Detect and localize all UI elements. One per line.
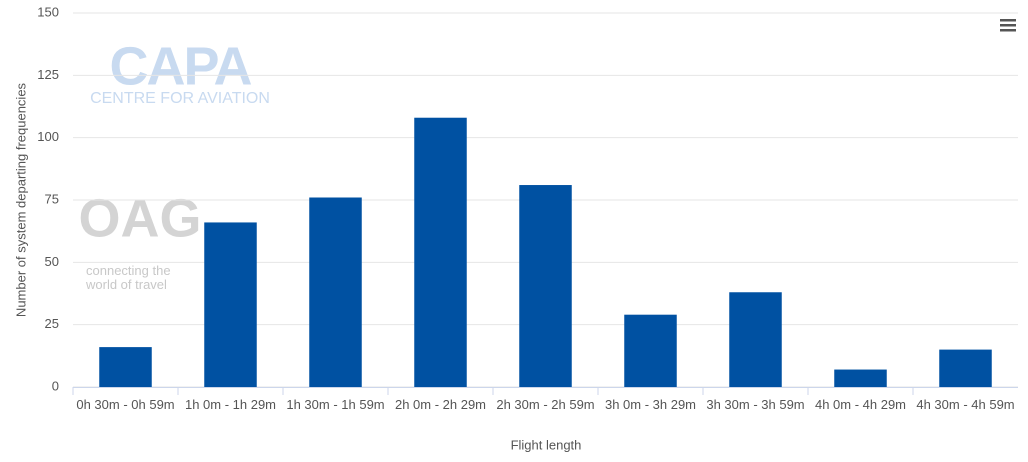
- watermark-capa: CAPA: [109, 36, 251, 96]
- x-tick-label: 2h 30m - 2h 59m: [496, 397, 595, 412]
- y-tick-label: 150: [37, 4, 59, 19]
- bar: [99, 347, 152, 387]
- x-tick-label: 1h 0m - 1h 29m: [184, 397, 277, 412]
- y-tick-label: 25: [45, 316, 59, 331]
- bar: [834, 369, 887, 387]
- x-tick-label: 2h 0m - 2h 29m: [394, 397, 487, 412]
- x-tick-label: 1h 30m - 1h 59m: [286, 397, 385, 412]
- watermark-oag: OAG: [78, 188, 201, 248]
- watermark-capa-sub: CENTRE FOR AVIATION: [90, 90, 270, 107]
- y-tick-label: 100: [37, 129, 59, 144]
- bar: [624, 314, 677, 387]
- bar: [939, 349, 992, 387]
- bar: [309, 197, 362, 387]
- bar: [414, 117, 467, 387]
- y-tick-label: 50: [45, 254, 59, 269]
- x-tick-label: 3h 30m - 3h 59m: [706, 397, 805, 412]
- bar: [204, 222, 257, 387]
- bar: [729, 292, 782, 387]
- watermark-oag-sub: connecting the world of travel: [86, 263, 171, 292]
- y-axis-title: Number of system departing frequencies: [13, 82, 28, 317]
- x-tick-label: 4h 30m - 4h 59m: [916, 397, 1015, 412]
- x-axis-title: Flight length: [511, 437, 582, 452]
- y-tick-label: 75: [45, 191, 59, 206]
- menu-icon[interactable]: [1000, 19, 1016, 32]
- y-tick-label: 0: [52, 378, 59, 393]
- y-tick-label: 125: [37, 67, 59, 82]
- x-tick-label: 0h 30m - 0h 59m: [76, 397, 175, 412]
- x-tick-label: 3h 0m - 3h 29m: [604, 397, 697, 412]
- bar: [519, 185, 572, 387]
- x-tick-label: 4h 0m - 4h 29m: [814, 397, 907, 412]
